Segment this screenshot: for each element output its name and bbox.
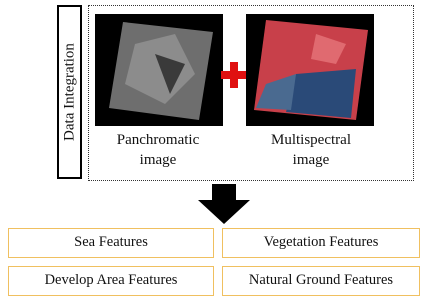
sidebar-label: Data Integration (61, 43, 78, 141)
sidebar: Data Integration (57, 5, 82, 179)
multispectral-image (246, 14, 374, 126)
feature-box: Sea Features (8, 228, 214, 258)
feature-box: Natural Ground Features (222, 266, 420, 296)
panchromatic-image (95, 14, 223, 126)
plus-icon (219, 60, 249, 90)
feature-box: Vegetation Features (222, 228, 420, 258)
down-arrow (198, 184, 250, 224)
image-caption: Panchromatic image (103, 130, 213, 170)
image-caption: Multispectral image (256, 130, 366, 170)
page: Data Integration Panchromatic image Mult… (0, 0, 423, 302)
feature-box: Develop Area Features (8, 266, 214, 296)
